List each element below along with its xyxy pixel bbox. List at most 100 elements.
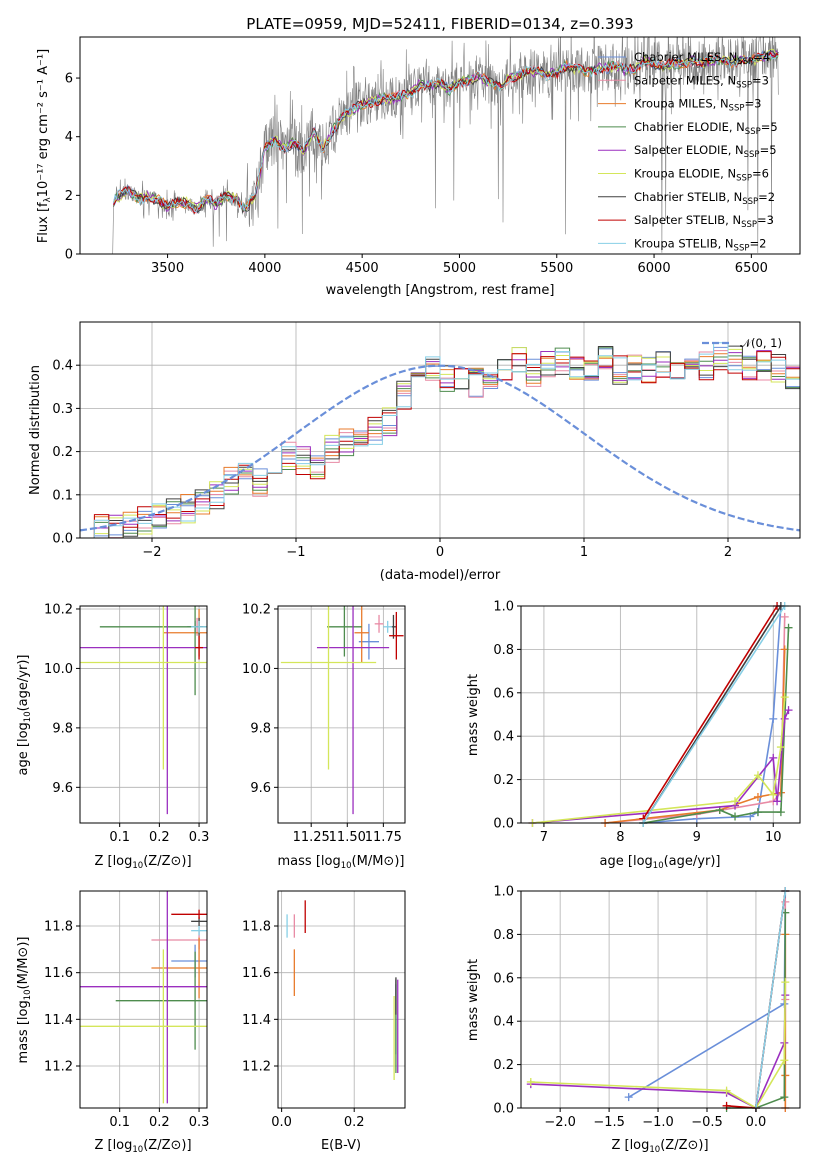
mass-z-ylabel-sub: 10: [23, 989, 33, 1000]
weight-vs-Z-ytick-label-5: 1.0: [493, 885, 514, 900]
residuals-ytick-label-0: 0.0: [52, 532, 73, 547]
age-z-xlabel-sub: 10: [132, 861, 143, 871]
weight-vs-age-marker-2-2: [753, 792, 762, 801]
age-vs-Z-ytick-label-2: 10.0: [44, 662, 73, 677]
mass-ebv-xlabel: E(B-V): [321, 1138, 361, 1153]
weight-vs-Z-series-8: [755, 890, 787, 1109]
weight-vs-Z-ytick-label-0: 0.0: [493, 1102, 514, 1117]
mass-vs-Z-xtick-label-0: 0.1: [109, 1115, 130, 1130]
legend-label-tail-6: =2: [758, 190, 775, 204]
mass-vs-Z-xtick-label-2: 0.3: [189, 1115, 210, 1130]
weight-vs-Z-marker-0-0: [624, 1093, 633, 1102]
residual-histogram-8: [80, 342, 800, 538]
weight-vs-Z-xtick-label-3: −0.5: [691, 1115, 723, 1130]
legend-label-text-8: Kroupa STELIB, N: [634, 236, 734, 250]
weight-vs-Z-frame: [520, 890, 801, 1109]
legend-label-tail-0: =4: [753, 50, 770, 64]
weight-vs-Z-marker-2-1: [781, 1071, 790, 1080]
spectrum-ylabel: Flux [fλ10⁻¹⁷ erg cm⁻² s⁻¹ A⁻¹]: [36, 49, 53, 243]
weight-vs-Z-xtick-label-1: −1.5: [593, 1115, 625, 1130]
age-z-ylabel-main: age [log: [16, 722, 31, 775]
weight-vs-Z-marker-5-3: [780, 1056, 789, 1065]
weight-vs-Z-xtick-label-0: −2.0: [544, 1115, 576, 1130]
spectrum-ylabel-rest: 10⁻¹⁷ erg cm⁻² s⁻¹ A⁻¹]: [36, 49, 51, 198]
legend-label-sub-2: SSP: [729, 104, 745, 114]
spectrum-xtick-label-3: 5000: [443, 261, 476, 276]
age-vs-Z-xtick-label-1: 0.2: [149, 830, 170, 845]
weight-age-xlabel-main: age [log: [600, 854, 653, 869]
weight-age-xlabel-sub: 10: [653, 861, 664, 871]
mass-z-ylabel-rest: (M/M⊙)]: [16, 937, 31, 990]
weight-z-ylabel: mass weight: [466, 959, 481, 1041]
legend-label-text-6: Chabrier STELIB, N: [634, 190, 742, 204]
weight-vs-age-ytick-label-4: 0.8: [493, 643, 514, 658]
residual-histogram-3: [80, 347, 800, 538]
residual-histogram-2: [80, 353, 800, 538]
age-z-xlabel: Z [log10(Z/Z⊙)]: [94, 854, 191, 871]
weight-vs-age-marker-5-5: [780, 693, 789, 702]
residuals-xlabel: (data-model)/error: [380, 568, 501, 583]
mass-vs-Z-frame: [79, 890, 208, 1109]
age-vs-mass-ytick-label-1: 9.8: [250, 721, 271, 736]
weight-vs-age-series-4: [532, 709, 790, 824]
legend-label-text-3: Chabrier ELODIE, N: [634, 120, 745, 134]
weight-vs-Z-ytick-label-2: 0.4: [493, 1015, 514, 1030]
mass-z-xlabel-sub: 10: [132, 1145, 143, 1155]
weight-vs-age-xtick-label-3: 10: [765, 830, 782, 845]
spectrum-xtick-label-5: 6000: [638, 261, 671, 276]
mass-z-ylabel-main: mass [log: [16, 1000, 31, 1063]
weight-vs-age-marker-5-1: [731, 797, 740, 806]
legend-label-1: Salpeter MILES, NSSP=3: [634, 73, 769, 90]
residuals-xtick-label-2: 0: [436, 545, 444, 560]
mass-vs-Z-ytick-label-1: 11.4: [44, 1013, 73, 1028]
mass-vs-ebv-xtick-label-1: 0.2: [344, 1115, 365, 1130]
weight-age-xlabel-rest: (age/yr)]: [664, 854, 721, 869]
legend-label-tail-2: =3: [744, 97, 761, 111]
weight-vs-Z-ytick-label-4: 0.8: [493, 928, 514, 943]
legend-label-2: Kroupa MILES, NSSP=3: [634, 97, 761, 114]
age-z-ylabel-rest: (age/yr)]: [16, 655, 31, 712]
weight-vs-age-marker-1-4: [780, 612, 789, 621]
mass-vs-Z-ytick-label-2: 11.6: [44, 966, 73, 981]
weight-vs-age-ytick-label-2: 0.4: [493, 730, 514, 745]
legend-label-tail-1: =3: [752, 73, 769, 87]
legend-label-tail-3: =5: [761, 120, 778, 134]
legend-label-sub-1: SSP: [736, 80, 752, 90]
age-vs-Z-ytick-label-3: 10.2: [44, 602, 73, 617]
mass-z-xlabel-main: Z [log: [94, 1138, 132, 1153]
model-spectrum-line-8: [113, 53, 779, 213]
age-vs-mass-ytick-label-2: 10.0: [242, 662, 271, 677]
weight-vs-age-ytick-label-0: 0.0: [493, 817, 514, 832]
legend-label-tail-8: =2: [749, 236, 766, 250]
weight-vs-age-marker-4-4: [780, 714, 789, 723]
age-vs-mass-ytick-label-0: 9.6: [250, 781, 271, 796]
weight-vs-age-series-3: [643, 627, 790, 824]
weight-vs-Z-marker-1-2: [781, 897, 790, 906]
weight-vs-age-frame: [520, 605, 801, 824]
weight-vs-age-xtick-label-0: 7: [540, 830, 548, 845]
weight-vs-age-series-8: [642, 605, 786, 824]
spectrum-ytick-label-3: 6: [65, 72, 73, 87]
spectrum-ytick-label-2: 4: [65, 130, 73, 145]
normal-legend-label: 𝒩(0, 1): [740, 336, 782, 350]
weight-z-xlabel-sub: 10: [649, 1145, 660, 1155]
mass-vs-ebv-ytick-label-1: 11.4: [242, 1013, 271, 1028]
legend-label-4: Salpeter ELODIE, NSSP=5: [634, 143, 777, 160]
mass-z-xlabel: Z [log10(Z/Z⊙)]: [94, 1138, 191, 1155]
weight-vs-Z-marker-5-0: [526, 1077, 535, 1086]
weight-vs-age-marker-5-3: [769, 790, 778, 799]
weight-age-xlabel: age [log10(age/yr)]: [600, 854, 721, 871]
spectrum-title: PLATE=0959, MJD=52411, FIBERID=0134, z=0…: [246, 15, 633, 33]
weight-vs-age-marker-0-4: [769, 714, 778, 723]
model-spectrum-line-7: [113, 51, 779, 215]
age-vs-z-panel: 0.1 0.2 0.39.69.810.010.2 Z [log10(Z/Z⊙)] …: [16, 602, 209, 871]
age-vs-mass-xtick-label-0: 11.25: [293, 830, 330, 845]
residuals-ylabel: Normed distribution: [28, 365, 43, 495]
residuals-xtick-label-0: −2: [142, 545, 161, 560]
age-z-xlabel-rest: (Z/Z⊙)]: [143, 854, 191, 869]
mass-vs-Z-ytick-label-0: 11.2: [44, 1060, 73, 1075]
legend-label-sub-0: SSP: [737, 57, 753, 67]
age-mass-xlabel-rest: (M/M⊙)]: [352, 854, 405, 869]
residuals-xtick-label-4: 2: [724, 545, 732, 560]
